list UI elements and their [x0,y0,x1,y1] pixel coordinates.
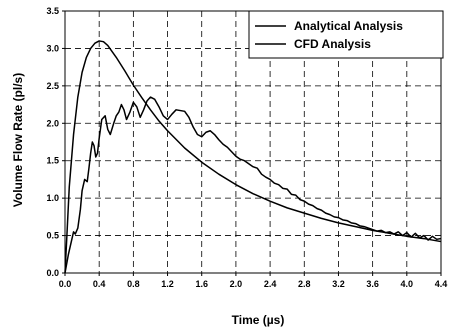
x-tick-label: 3.2 [332,279,345,289]
y-tick-label: 2.0 [46,118,59,128]
series-layer [64,40,442,274]
x-axis-title: Time (µs) [232,313,285,327]
y-tick-labels: 0.0 0.5 1.0 1.5 2.0 2.5 3.0 3.5 [46,6,59,278]
y-tick-label: 3.0 [46,43,59,53]
y-tick-label: 0.0 [46,268,59,278]
y-tick-label: 1.0 [46,193,59,203]
x-tick-label: 3.6 [366,279,379,289]
legend: Analytical Analysis CFD Analysis [248,10,444,59]
legend-label-analytical: Analytical Analysis [294,19,403,33]
y-tick-label: 1.5 [46,156,59,166]
series-line-analytical-analysis [64,40,442,274]
x-tick-labels: 0.0 0.4 0.8 1.2 1.6 2.0 2.4 2.8 3.2 3.6 4.0 4.4 [59,279,448,289]
legend-box [248,10,444,59]
x-tick-label: 0.4 [93,279,106,289]
x-tick-label: 1.2 [161,279,174,289]
y-tick-label: 0.5 [46,231,59,241]
x-tick-label: 2.0 [230,279,243,289]
x-tick-label: 0.8 [127,279,140,289]
x-tick-label: 4.4 [435,279,448,289]
x-tick-label: 4.0 [401,279,414,289]
axis-ticks [62,10,442,276]
y-tick-label: 2.5 [46,81,59,91]
x-tick-label: 0.0 [59,279,72,289]
x-tick-label: 2.8 [298,279,311,289]
y-axis-title: Volume Flow Rate (pl/s) [11,73,25,207]
legend-label-cfd: CFD Analysis [294,37,371,51]
x-tick-label: 1.6 [195,279,208,289]
y-tick-label: 3.5 [46,6,59,16]
x-tick-label: 2.4 [264,279,277,289]
series-line-cfd-analysis [64,96,442,274]
